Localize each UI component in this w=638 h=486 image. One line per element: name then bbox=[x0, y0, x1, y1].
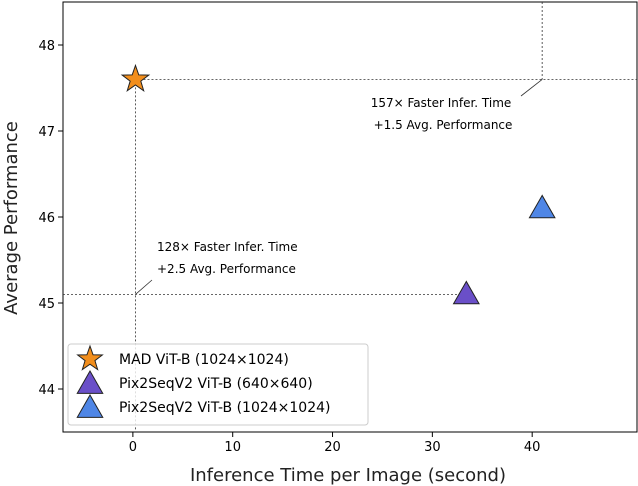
annotation-157x-line2: +1.5 Avg. Performance bbox=[374, 118, 513, 132]
annotation-128x-line1: 128× Faster Infer. Time bbox=[157, 240, 298, 254]
annotation-128x-line2: +2.5 Avg. Performance bbox=[157, 262, 296, 276]
legend-box bbox=[67, 343, 369, 426]
legend-marker-pix2seq-640 bbox=[76, 370, 104, 394]
y-tick-label: 46 bbox=[38, 211, 55, 226]
x-tick-label: 10 bbox=[224, 440, 241, 455]
data-point-pix2seqv2-vit-b-640 bbox=[452, 280, 480, 305]
y-tick-label: 45 bbox=[38, 297, 55, 312]
legend: MAD ViT-B (1024×1024) Pix2SeqV2 ViT-B (64… bbox=[67, 343, 369, 426]
annotation-leader-157x bbox=[520, 79, 543, 97]
y-tick-label: 48 bbox=[38, 39, 55, 54]
x-tick-label: 40 bbox=[524, 440, 541, 455]
legend-label: Pix2SeqV2 ViT-B (640×640) bbox=[119, 376, 313, 392]
data-point-mad-vit-b-1024 bbox=[120, 63, 151, 92]
legend-label: MAD ViT-B (1024×1024) bbox=[119, 352, 289, 368]
y-tick-label: 47 bbox=[38, 125, 55, 140]
y-tick-label: 44 bbox=[38, 383, 55, 398]
annotation-157x-line1: 157× Faster Infer. Time bbox=[371, 96, 512, 110]
data-point-pix2seqv2-vit-b-1024 bbox=[528, 194, 556, 219]
x-axis-title: Inference Time per Image (second) bbox=[190, 465, 506, 486]
legend-marker-mad bbox=[76, 344, 104, 371]
legend-marker-pix2seq-1024 bbox=[76, 394, 104, 418]
legend-label: Pix2SeqV2 ViT-B (1024×1024) bbox=[119, 400, 330, 416]
y-axis-title: Average Performance bbox=[1, 121, 22, 315]
annotation-leader-128x bbox=[135, 279, 153, 295]
x-tick-label: 20 bbox=[324, 440, 341, 455]
x-tick-label: 0 bbox=[129, 440, 137, 455]
x-tick-label: 30 bbox=[424, 440, 441, 455]
